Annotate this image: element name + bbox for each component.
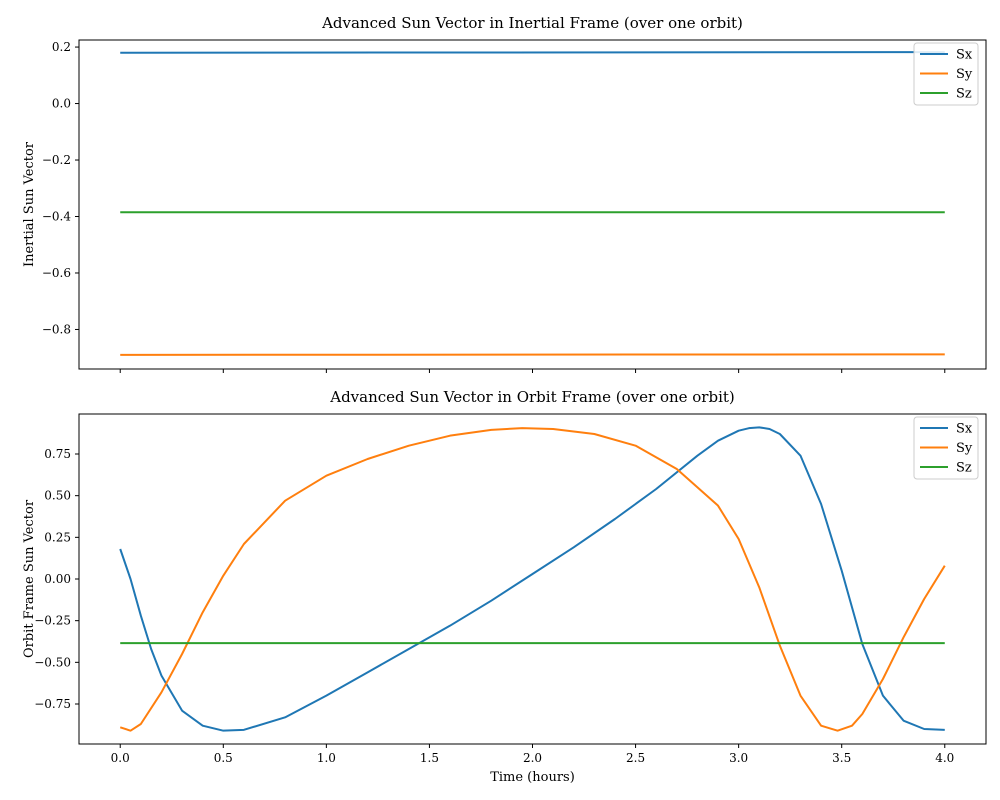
x-tick-label: 1.5 (420, 751, 439, 765)
legend: Sx Sy Sz (913, 42, 979, 106)
legend-label-sy: Sy (956, 441, 973, 456)
y-tick-label: −0.2 (42, 153, 71, 167)
x-tick-label: 0.0 (111, 751, 130, 765)
orbit-frame-panel: Advanced Sun Vector in Orbit Frame (over… (22, 388, 987, 785)
y-tick-label: 0.50 (44, 489, 71, 503)
series-line-sx (120, 51, 945, 54)
y-tick-label: 0.25 (44, 530, 71, 544)
y-tick-label: 0.0 (52, 97, 71, 111)
y-tick-label: −0.75 (34, 697, 71, 711)
inertial-frame-panel: Advanced Sun Vector in Inertial Frame (o… (22, 14, 987, 373)
series-line-sy (120, 353, 945, 356)
legend: Sx Sy Sz (913, 416, 979, 480)
y-tick-label: 0.00 (44, 572, 71, 586)
x-tick-label: 3.5 (832, 751, 851, 765)
x-axis-label: Time (hours) (490, 770, 575, 785)
legend-label-sx: Sx (956, 48, 973, 63)
chart-title: Advanced Sun Vector in Orbit Frame (over… (329, 388, 735, 406)
x-tick-label: 4.0 (935, 751, 954, 765)
axes-frame (78, 39, 987, 370)
series-line-sx (119, 426, 945, 732)
x-tick-label: 1.0 (317, 751, 336, 765)
y-tick-label: −0.6 (42, 266, 71, 280)
series-line-sy (119, 427, 946, 732)
legend-label-sx: Sx (956, 422, 973, 437)
legend-label-sz: Sz (956, 461, 972, 476)
legend-label-sy: Sy (956, 67, 973, 82)
legend-label-sz: Sz (956, 87, 972, 102)
x-tick-label: 2.5 (626, 751, 645, 765)
x-tick-label: 3.0 (729, 751, 748, 765)
y-tick-label: −0.50 (34, 655, 71, 669)
y-tick-label: −0.25 (34, 614, 71, 628)
axes-frame (78, 413, 987, 745)
y-tick-label: 0.2 (52, 40, 71, 54)
series-lines (119, 426, 946, 732)
y-tick-label: −0.8 (42, 322, 71, 336)
series-lines (120, 51, 945, 356)
y-axis-label: Inertial Sun Vector (22, 141, 37, 267)
y-tick-label: 0.75 (44, 447, 71, 461)
x-tick-label: 0.5 (214, 751, 233, 765)
y-axis-label: Orbit Frame Sun Vector (22, 499, 37, 658)
chart-title: Advanced Sun Vector in Inertial Frame (o… (321, 14, 743, 32)
y-tick-label: −0.4 (42, 210, 72, 224)
x-tick-label: 2.0 (523, 751, 542, 765)
